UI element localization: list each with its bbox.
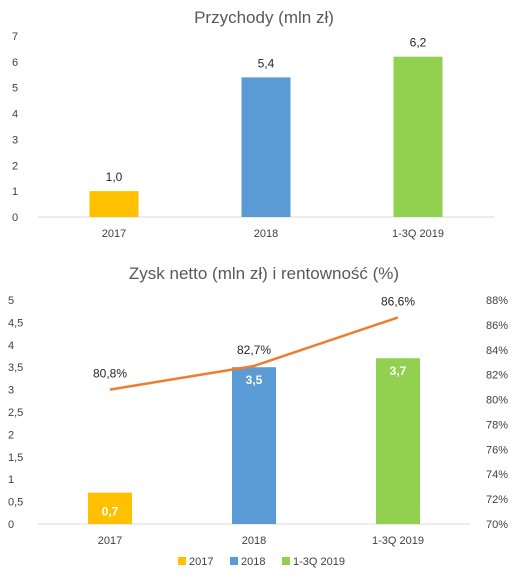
chart2-y2tick-label: 76% (486, 444, 508, 456)
chart1-bar-1 (89, 191, 139, 217)
chart2-category-label: 2018 (242, 535, 266, 547)
chart1-ytick-label: 0 (12, 212, 18, 224)
chart2-margin-line (109, 316, 399, 391)
chart2-ytick-label: 5 (8, 295, 14, 307)
chart2-ytick-label: 1 (8, 474, 14, 486)
chart2-y2tick-label: 78% (486, 419, 508, 431)
chart1-category-label: 1-3Q 2019 (392, 228, 444, 240)
legend-swatch-1 (178, 557, 186, 565)
chart2-bar-value-label: 3,7 (390, 364, 407, 378)
chart1-bar-value-label: 5,4 (258, 56, 275, 70)
legend-label: 2018 (241, 556, 265, 568)
chart1-bar-value-label: 6,2 (410, 36, 427, 50)
chart1-bar-2 (241, 77, 291, 217)
chart1-ytick-label: 1 (12, 186, 18, 198)
chart1-ytick-label: 7 (12, 31, 18, 43)
chart1-bar-3 (393, 56, 443, 217)
chart2-ytick-label: 0,5 (8, 497, 23, 509)
chart2-title: Zysk netto (mln zł) i rentowność (%) (129, 264, 399, 283)
chart2-bar-1 (88, 492, 132, 524)
chart2-bar-value-label: 3,5 (246, 373, 263, 387)
chart2-bar-value-label: 0,7 (102, 505, 119, 519)
chart1-ytick-label: 4 (12, 109, 18, 121)
chart2-ytick-label: 2 (8, 429, 14, 441)
chart2-category-label: 2017 (98, 535, 122, 547)
chart2-y2tick-label: 84% (486, 345, 508, 357)
chart2-ytick-label: 1,5 (8, 452, 23, 464)
legend-swatch-2 (230, 557, 238, 565)
chart1-category-label: 2017 (102, 228, 126, 240)
chart2-bar-3 (376, 358, 420, 524)
chart2-y2tick-label: 86% (486, 320, 508, 332)
chart1-category-label: 2018 (254, 228, 278, 240)
chart2-ytick-label: 4,5 (8, 317, 23, 329)
chart1-title: Przychody (mln zł) (194, 8, 334, 27)
chart2-category-label: 1-3Q 2019 (372, 535, 424, 547)
chart2-ytick-label: 4 (8, 340, 14, 352)
chart2-y2tick-label: 88% (486, 295, 508, 307)
chart1-bar-value-label: 1,0 (106, 170, 123, 184)
chart1-ytick-label: 6 (12, 57, 18, 69)
chart2-ytick-label: 3 (8, 385, 14, 397)
chart2-y2tick-label: 82% (486, 370, 508, 382)
chart2-y2tick-label: 80% (486, 395, 508, 407)
chart2-bar-2 (232, 367, 276, 524)
chart2-ytick-label: 2,5 (8, 407, 23, 419)
legend-label: 1-3Q 2019 (293, 556, 345, 568)
legend-label: 2017 (189, 556, 213, 568)
chart1-ytick-label: 2 (12, 160, 18, 172)
chart2-ytick-label: 0 (8, 519, 14, 531)
chart2-y2tick-label: 74% (486, 469, 508, 481)
chart1-ytick-label: 3 (12, 134, 18, 146)
chart2-y2tick-label: 72% (486, 494, 508, 506)
chart1-ytick-label: 5 (12, 83, 18, 95)
chart2-ytick-label: 3,5 (8, 362, 23, 374)
chart2-margin-label: 86,6% (381, 294, 415, 308)
legend-swatch-3 (282, 557, 290, 565)
chart2-y2tick-label: 70% (486, 519, 508, 531)
chart2-margin-label: 82,7% (237, 343, 271, 357)
chart2-margin-label: 80,8% (93, 367, 127, 381)
